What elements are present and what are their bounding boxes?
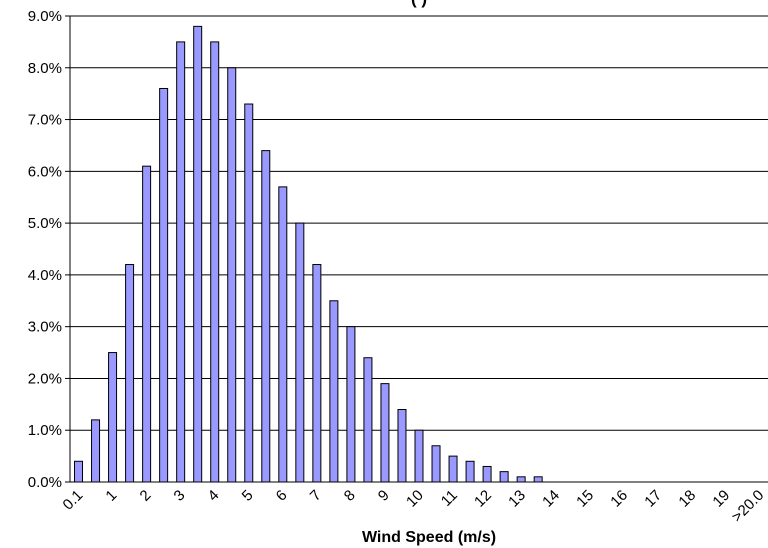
y-tick-label: 8.0% — [28, 60, 62, 77]
y-tick-label: 5.0% — [28, 215, 62, 232]
y-tick-label: 3.0% — [28, 319, 62, 336]
x-tick-label: >20.0 — [728, 487, 767, 526]
x-tick-label: 0.1 — [60, 487, 87, 514]
x-tick-label: 9 — [375, 487, 393, 505]
x-tick-label: 4 — [205, 487, 223, 505]
bar — [431, 445, 441, 483]
x-tick-label: 1 — [102, 487, 120, 505]
bar — [448, 455, 458, 483]
gridlines — [65, 15, 768, 483]
bar — [414, 429, 424, 483]
bar — [108, 352, 118, 483]
x-tick-labels: 0.1 1 2 3 4 5 6 7 8 9 10 11 12 13 14 15 16 17 18 19>20.0 — [60, 487, 768, 526]
x-tick-label: 16 — [607, 487, 631, 511]
bar — [363, 357, 373, 483]
bar — [91, 419, 101, 483]
bar — [74, 460, 84, 483]
x-tick-label: 6 — [273, 487, 291, 505]
bar — [465, 460, 475, 483]
x-tick-label: 5 — [239, 487, 257, 505]
y-tick-label: 6.0% — [28, 163, 62, 180]
x-tick-label: 17 — [641, 487, 665, 511]
y-tick-label: 9.0% — [28, 8, 62, 25]
y-tick-label: 0.0% — [28, 474, 62, 491]
axes — [69, 16, 768, 483]
x-tick-label: 18 — [675, 487, 699, 511]
x-tick-label: 11 — [438, 487, 461, 510]
bar — [227, 67, 237, 483]
x-tick-label: 8 — [341, 487, 359, 505]
bar — [397, 409, 407, 483]
bar — [295, 222, 305, 483]
bar — [312, 264, 322, 483]
bar — [278, 186, 288, 483]
x-tick-label: 14 — [539, 487, 563, 511]
bar — [380, 383, 390, 483]
bar — [516, 476, 526, 483]
bar — [499, 471, 509, 483]
x-tick-label: 7 — [307, 487, 325, 505]
bar — [533, 476, 543, 483]
x-tick-label: 15 — [573, 487, 597, 511]
bar — [244, 103, 254, 483]
y-tick-label: 4.0% — [28, 267, 62, 284]
bar — [125, 264, 135, 483]
bar — [159, 87, 169, 483]
x-tick-label: 3 — [171, 487, 189, 505]
bars — [74, 25, 543, 483]
y-tick-labels: 0.0% 1.0% 2.0% 3.0% 4.0% 5.0% 6.0% 7.0% 8.0% 9.0% — [28, 8, 62, 491]
bar — [193, 25, 203, 483]
y-tick-label: 1.0% — [28, 422, 62, 439]
chart-title: ( ) — [411, 0, 427, 8]
x-tick-label: 2 — [137, 487, 155, 505]
bar — [346, 326, 356, 483]
bar — [261, 150, 271, 483]
bar — [142, 165, 152, 483]
x-tick-label: 10 — [403, 487, 427, 511]
bar — [329, 300, 339, 483]
bar — [210, 41, 220, 483]
x-tick-label: 13 — [505, 487, 529, 511]
x-tick-label: 19 — [709, 487, 733, 511]
bar — [176, 41, 186, 483]
x-axis-title: Wind Speed (m/s) — [362, 529, 496, 546]
x-tick-label: 12 — [471, 487, 495, 511]
y-tick-label: 7.0% — [28, 112, 62, 129]
y-tick-label: 2.0% — [28, 370, 62, 387]
bar — [482, 465, 492, 483]
